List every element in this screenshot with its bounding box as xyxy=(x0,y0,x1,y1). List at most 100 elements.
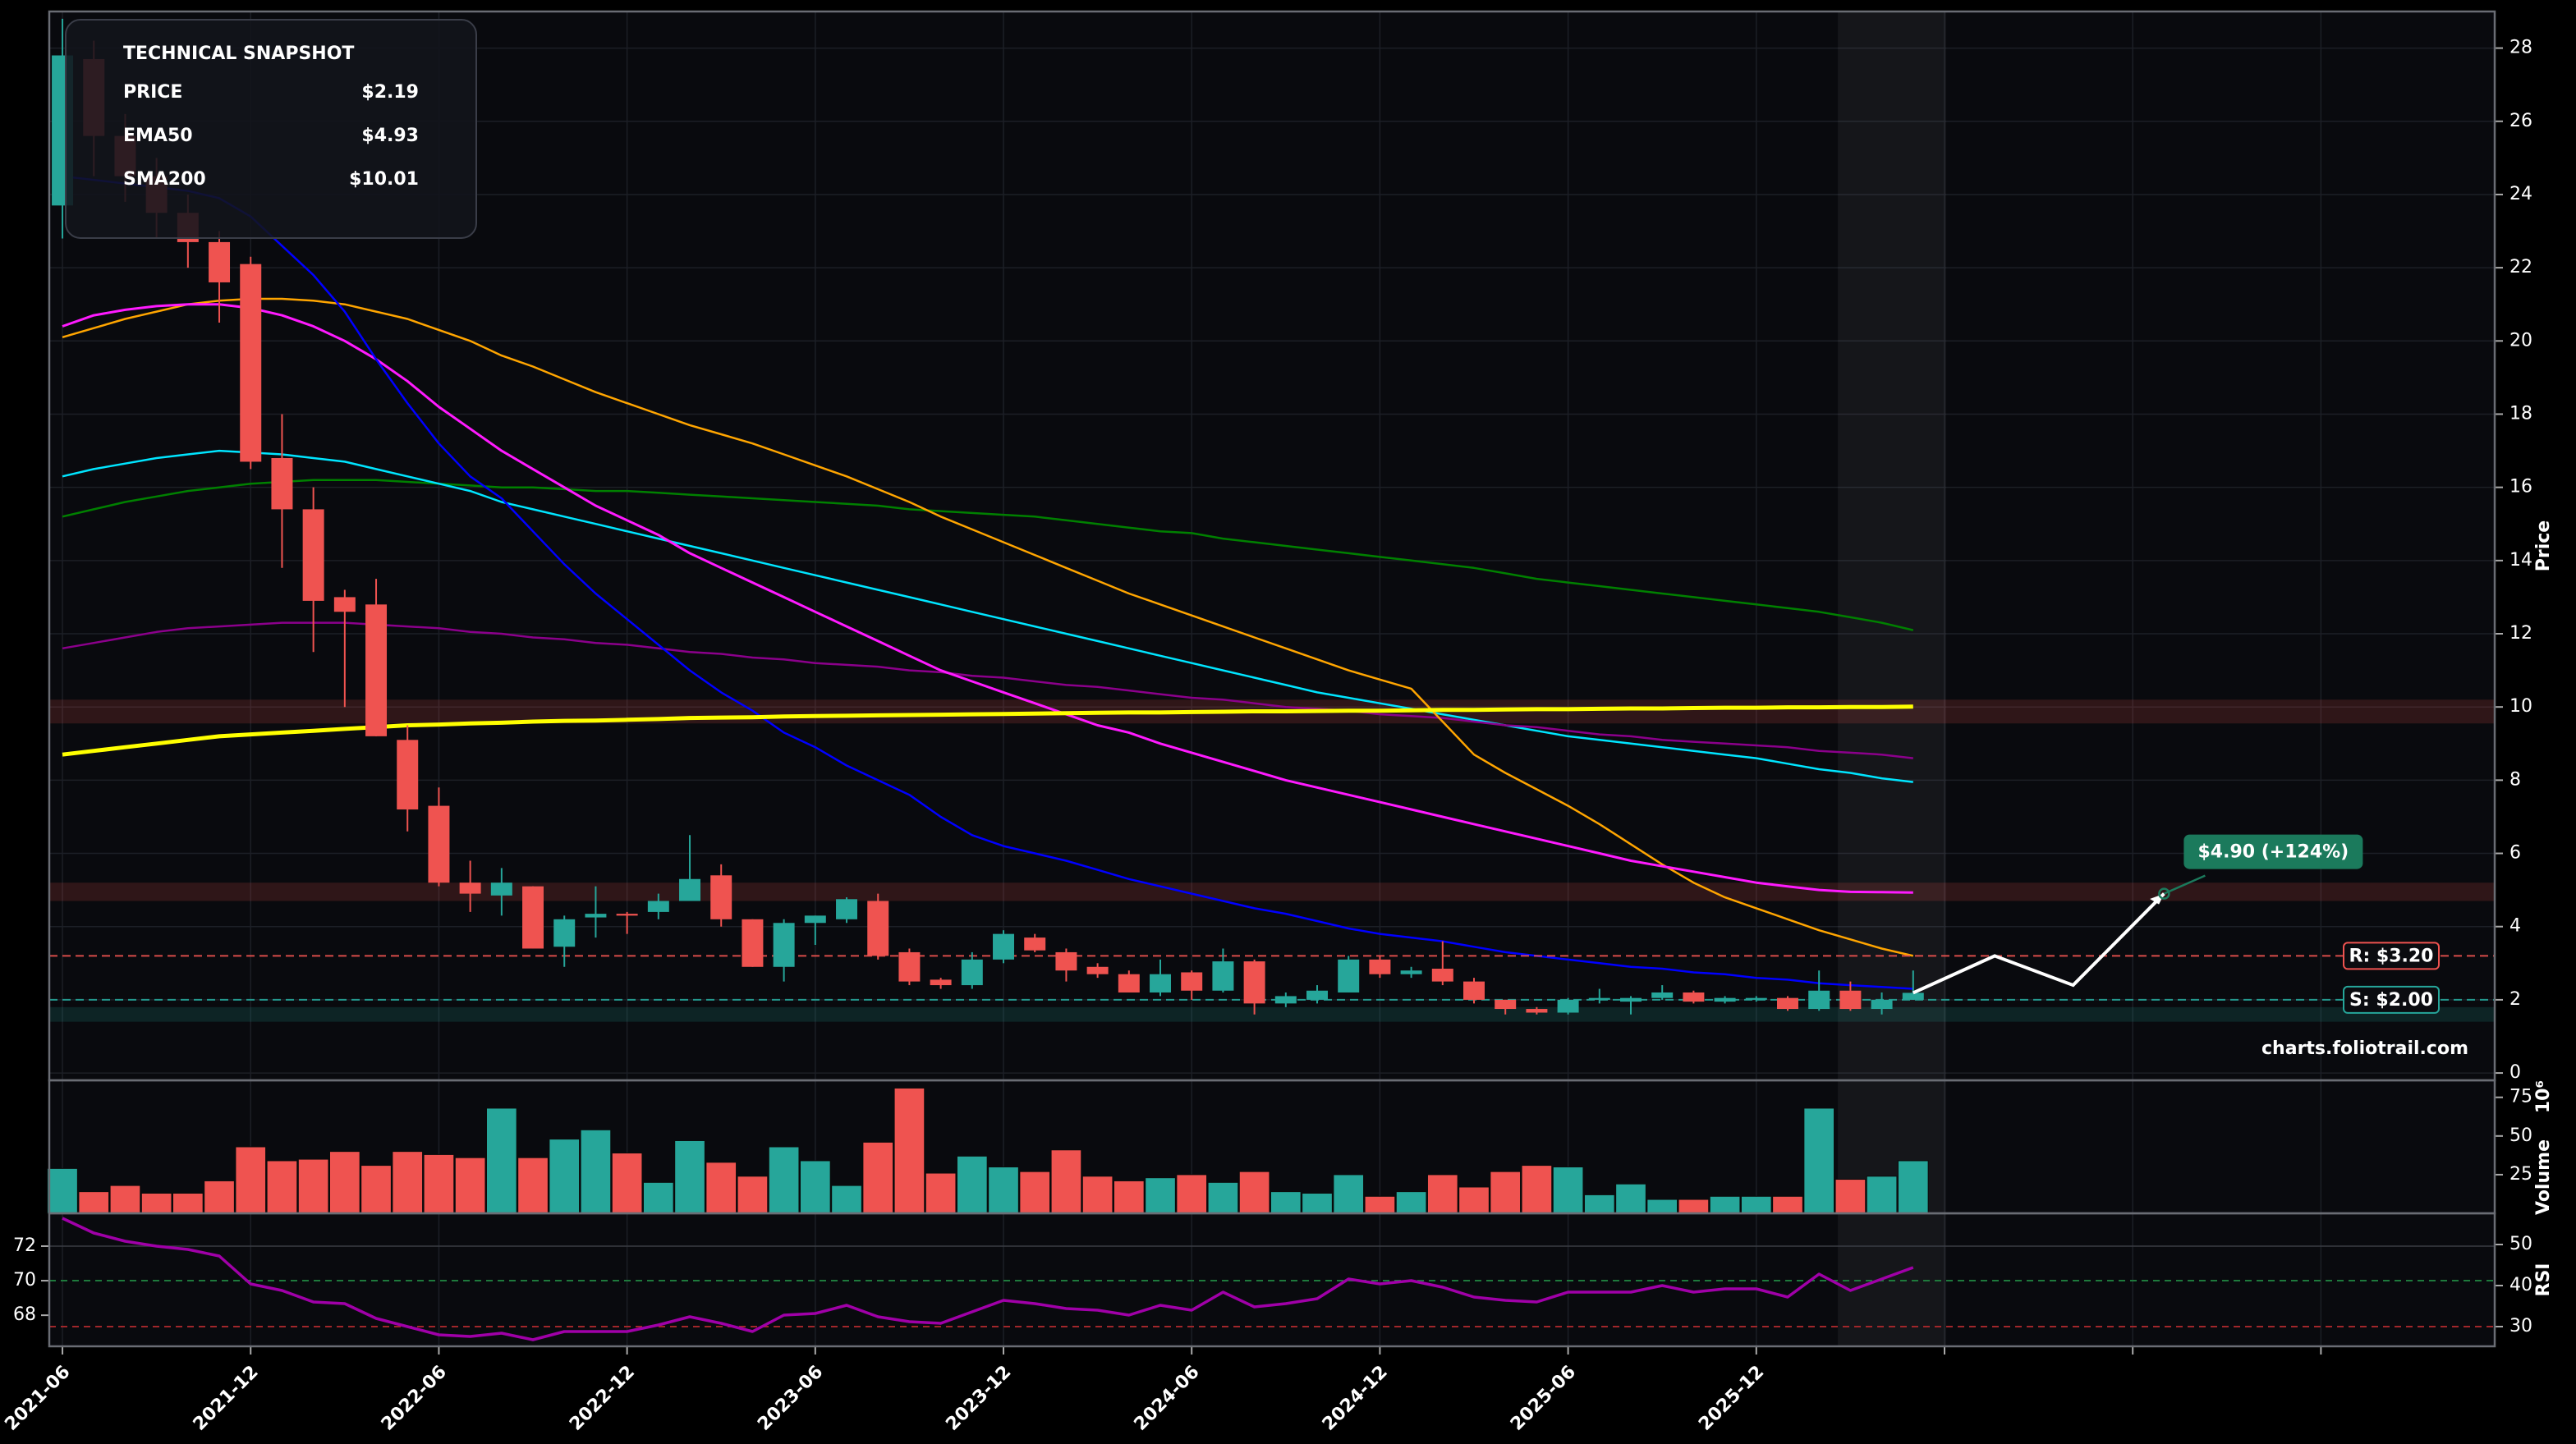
volume-bar xyxy=(1490,1171,1522,1214)
candle-body xyxy=(365,604,388,736)
y-tick-label: 14 xyxy=(2509,550,2532,571)
volume-bar xyxy=(1615,1183,1646,1214)
candle-body xyxy=(647,901,669,912)
candle-body xyxy=(1714,997,1736,1002)
candle-body xyxy=(1745,997,1767,1000)
volume-bar xyxy=(1866,1176,1898,1214)
snapshot-value: $10.01 xyxy=(349,169,419,190)
candle-body xyxy=(397,740,419,810)
volume-bar xyxy=(1740,1195,1772,1214)
candle-body xyxy=(1400,970,1422,974)
y2-tick-label: 40 xyxy=(2509,1275,2532,1295)
candle-body xyxy=(209,241,231,282)
candle-body xyxy=(1150,974,1171,992)
candle-body xyxy=(240,264,262,462)
volume-bar xyxy=(1583,1194,1615,1214)
volume-bar xyxy=(642,1181,674,1214)
volume-bar xyxy=(893,1087,925,1214)
candle-body xyxy=(961,959,983,986)
candle-body xyxy=(585,914,607,918)
y-tick-label: 25 xyxy=(2509,1164,2532,1185)
candle-body xyxy=(1777,997,1798,1010)
y-tick-label: 26 xyxy=(2509,111,2532,131)
watermark: charts.foliotrail.com xyxy=(2261,1038,2468,1059)
volume-bar xyxy=(1426,1174,1458,1214)
moving-average xyxy=(62,303,1913,894)
snapshot-label: PRICE xyxy=(123,82,182,103)
volume-bar xyxy=(1897,1160,1929,1214)
snapshot-label: EMA50 xyxy=(123,126,193,146)
panel xyxy=(49,1213,2495,1346)
volume-bar xyxy=(1019,1171,1051,1214)
volume-bar xyxy=(705,1162,737,1214)
candle-body xyxy=(1055,951,1077,971)
highlight-region xyxy=(1838,11,1946,1346)
y-tick-label: 24 xyxy=(2509,184,2532,204)
volume-bar xyxy=(517,1157,549,1214)
candle-body xyxy=(1431,969,1453,982)
candle-body xyxy=(679,878,701,901)
y-tick-label: 2 xyxy=(2509,989,2521,1010)
volume-bar xyxy=(737,1176,769,1214)
y2-tick-label: 30 xyxy=(2509,1316,2532,1336)
zone xyxy=(49,882,2495,901)
volume-bar xyxy=(1333,1174,1365,1214)
candle-body xyxy=(302,509,324,601)
candle-body xyxy=(1651,992,1674,998)
volume-bar xyxy=(1458,1186,1490,1214)
candle-body xyxy=(930,979,952,986)
y2-tick-label: 50 xyxy=(2509,1234,2532,1254)
volume-bar xyxy=(235,1146,267,1214)
y-tick-label: 72 xyxy=(13,1235,36,1256)
level-label-box xyxy=(2343,985,2440,1014)
snapshot-title: TECHNICAL SNAPSHOT xyxy=(123,44,354,64)
candle-body xyxy=(428,805,450,883)
candle-body xyxy=(1212,961,1234,991)
candle-body xyxy=(1902,992,1924,1000)
volume-bar xyxy=(297,1158,329,1214)
volume-bar xyxy=(1238,1171,1270,1214)
volume-bar xyxy=(1646,1199,1678,1214)
level-label: R: $3.20 xyxy=(2349,946,2434,966)
annotation-label: $4.90 (+124%) xyxy=(2197,842,2349,863)
candle-body xyxy=(1306,990,1328,1000)
projection-line xyxy=(1912,892,2165,995)
volume-bar xyxy=(109,1185,141,1214)
y-tick-label: 12 xyxy=(2509,623,2532,644)
y-tick-label: 10 xyxy=(2509,696,2532,717)
volume-bar xyxy=(768,1146,800,1214)
volume-bar xyxy=(140,1193,172,1214)
zone xyxy=(49,1006,2495,1022)
candle-body xyxy=(1369,959,1391,974)
volume-bar xyxy=(1145,1177,1176,1214)
volume-bar xyxy=(1834,1179,1867,1214)
y-axis-label: RSI xyxy=(2533,1263,2554,1297)
volume-bar xyxy=(831,1185,862,1214)
candle-body xyxy=(1557,999,1579,1013)
volume-bar xyxy=(1364,1195,1396,1214)
moving-average xyxy=(62,297,1914,957)
volume-bar xyxy=(1207,1181,1239,1214)
volume-bar xyxy=(485,1107,517,1214)
volume-bar xyxy=(1395,1191,1427,1214)
volume-bar xyxy=(1521,1165,1553,1214)
volume-bar xyxy=(1176,1174,1208,1214)
volume-bar xyxy=(799,1160,831,1214)
snapshot-label: SMA200 xyxy=(123,169,206,190)
candle-body xyxy=(1086,966,1109,974)
volume-bar xyxy=(1678,1199,1710,1214)
moving-average xyxy=(62,479,1914,631)
y-tick-label: 68 xyxy=(13,1304,36,1325)
candle-body xyxy=(773,923,795,967)
volume-bar xyxy=(454,1157,486,1214)
y-tick-label: 16 xyxy=(2509,477,2532,497)
y-tick-label: 6 xyxy=(2509,843,2521,864)
volume-bar xyxy=(1081,1176,1114,1214)
candle-body xyxy=(1463,981,1485,1000)
volume-bar xyxy=(172,1193,204,1214)
y-tick-label: 22 xyxy=(2509,257,2532,277)
candle-body xyxy=(1024,937,1046,951)
candle-body xyxy=(271,457,293,510)
volume-bar xyxy=(988,1166,1019,1214)
volume-bar xyxy=(1772,1195,1803,1214)
